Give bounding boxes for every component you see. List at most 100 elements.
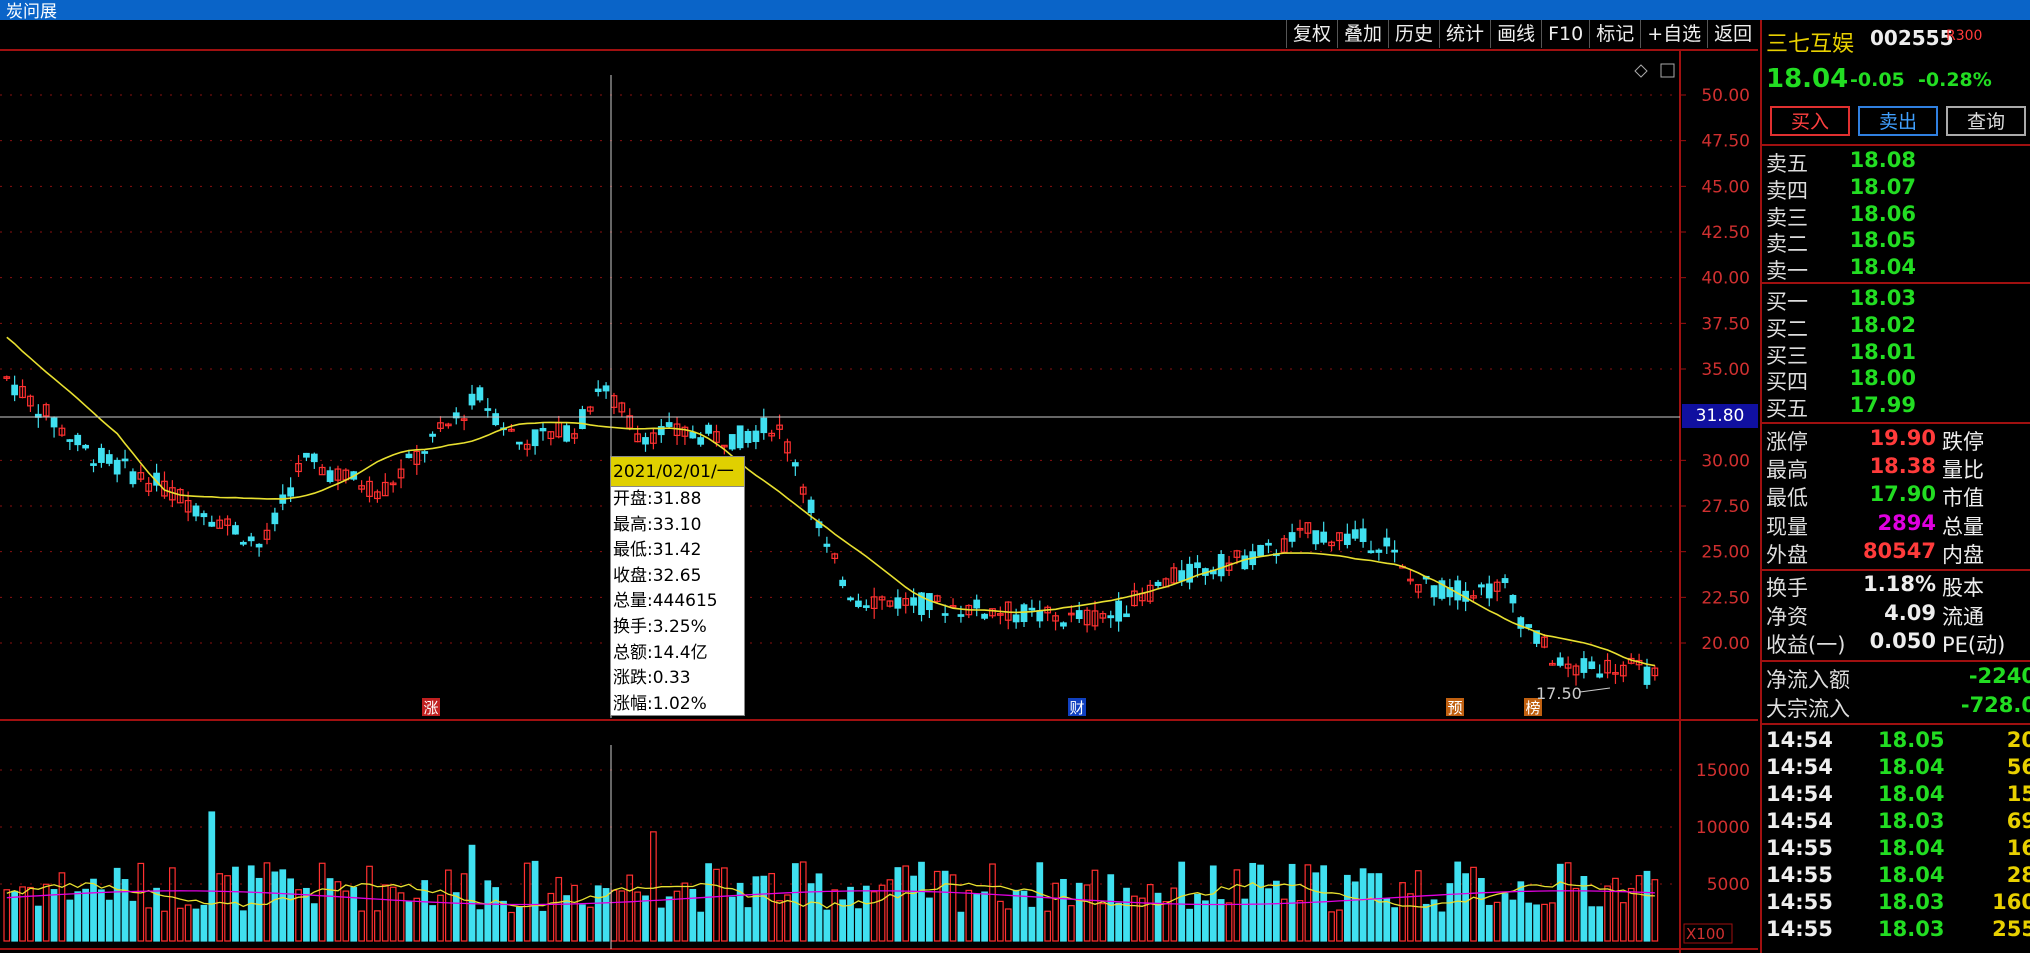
volume-bar xyxy=(1052,882,1059,942)
volume-bar xyxy=(1580,876,1588,942)
candlestick xyxy=(1351,520,1359,541)
diamond-icon[interactable] xyxy=(1634,64,1648,78)
candle-tooltip: 2021/02/01/一 开盘:31.88 最高:33.10 最低:31.42 收盘:… xyxy=(610,456,745,716)
volume-bar xyxy=(1044,910,1052,942)
volume-bar xyxy=(713,868,720,942)
toolbar-button-2[interactable]: 历史 xyxy=(1388,20,1439,48)
event-marker-label[interactable]: 涨 xyxy=(423,699,438,717)
candlestick xyxy=(1028,599,1036,617)
volume-bar xyxy=(910,875,917,942)
volume-ma-line-2 xyxy=(6,890,1655,906)
volume-bar xyxy=(318,862,326,942)
volume-bar xyxy=(1209,865,1217,942)
row-label: 卖二 xyxy=(1766,232,1808,257)
event-marker-label[interactable]: 财 xyxy=(1069,699,1084,717)
volume-bar xyxy=(1391,907,1399,942)
price-axis-label: 42.50 xyxy=(1701,223,1750,243)
row-label: 收益(一) xyxy=(1766,633,1846,657)
candlestick xyxy=(1004,601,1012,630)
ask-row: 卖五 18.08 xyxy=(1766,148,2030,176)
candlestick xyxy=(523,439,531,457)
volume-bar xyxy=(1146,884,1154,942)
candlestick xyxy=(358,480,365,493)
kline-chart[interactable]: 50.00 47.50 45.00 42.50 40.00 37.50 35.00 30.00… xyxy=(0,20,1758,953)
divider xyxy=(1762,422,2030,424)
row-label-2: 市值 xyxy=(1942,486,1984,511)
volume-bar xyxy=(697,911,705,942)
volume-bar xyxy=(484,880,492,942)
volume-bar xyxy=(563,895,571,942)
tick-row: 14:55 18.03 160 xyxy=(1766,890,2030,917)
row-value: 17.90 xyxy=(1869,482,1936,507)
event-marker[interactable] xyxy=(422,698,440,716)
panel-toggle-icon[interactable] xyxy=(1660,63,1675,78)
toolbar-button-6[interactable]: 标记 xyxy=(1589,20,1640,48)
volume-bar xyxy=(1414,870,1422,942)
candlestick xyxy=(82,444,89,451)
row-label: 买四 xyxy=(1766,370,1808,395)
volume-bar xyxy=(1375,873,1383,942)
toolbar-button-0[interactable]: 复权 xyxy=(1286,20,1337,48)
title-bar: 炭问展 xyxy=(0,0,2030,22)
candlestick xyxy=(1438,577,1446,601)
toolbar-button-8[interactable]: 返回 xyxy=(1707,20,1758,48)
candlestick xyxy=(665,412,673,429)
volume-bar xyxy=(113,867,121,942)
candlestick xyxy=(239,540,247,547)
volume-bar xyxy=(295,889,302,942)
candlestick xyxy=(1336,532,1343,551)
divider xyxy=(1762,660,2030,662)
toolbar-button-7[interactable]: +自选 xyxy=(1640,20,1707,48)
volume-bar xyxy=(594,885,602,942)
toolbar-button-5[interactable]: F10 xyxy=(1541,20,1589,48)
candlestick xyxy=(996,606,1004,625)
candlestick xyxy=(200,510,208,526)
event-marker[interactable] xyxy=(1524,698,1542,716)
volume-bar xyxy=(878,884,886,942)
toolbar-button-4[interactable]: 画线 xyxy=(1490,20,1541,48)
volume-bar xyxy=(153,887,160,942)
sell-button[interactable]: 卖出 xyxy=(1858,106,1938,136)
query-button[interactable]: 查询 xyxy=(1946,106,2026,136)
candlestick xyxy=(878,595,886,610)
candlestick xyxy=(831,552,839,564)
candlestick xyxy=(1209,566,1217,580)
candlestick xyxy=(129,468,137,488)
candlestick xyxy=(192,503,200,522)
volume-bar xyxy=(886,879,894,942)
event-marker-label[interactable]: 榜 xyxy=(1525,699,1540,717)
toolbar-button-1[interactable]: 叠加 xyxy=(1337,20,1388,48)
candlestick xyxy=(1580,651,1588,679)
chart-toolbar: 复权 叠加 历史 统计 画线 F10 标记 +自选 返回 xyxy=(1286,20,1758,48)
moving-average-line xyxy=(6,336,1656,667)
candlestick xyxy=(445,422,452,429)
volume-bar xyxy=(239,910,247,942)
candlestick xyxy=(1619,661,1627,683)
divider xyxy=(1762,723,2030,725)
event-marker[interactable] xyxy=(1446,698,1464,716)
candlestick xyxy=(66,438,74,451)
event-marker[interactable] xyxy=(1068,698,1086,716)
candlestick xyxy=(1107,610,1115,628)
candlestick xyxy=(1359,518,1367,548)
volume-bar xyxy=(539,910,547,942)
volume-bar xyxy=(1194,893,1201,942)
volume-bar xyxy=(58,872,66,942)
event-marker-label[interactable]: 预 xyxy=(1447,699,1462,717)
volume-bar xyxy=(862,885,870,942)
volume-bar xyxy=(326,878,334,942)
candlestick xyxy=(531,429,539,455)
price-change: -0.05 xyxy=(1850,69,1905,91)
candlestick xyxy=(437,416,444,433)
price-axis-label: 22.50 xyxy=(1701,588,1750,608)
row-label: 外盘 xyxy=(1766,542,1808,567)
candlestick xyxy=(1194,555,1201,578)
buy-button[interactable]: 买入 xyxy=(1770,106,1850,136)
toolbar-button-3[interactable]: 统计 xyxy=(1439,20,1490,48)
candlestick xyxy=(1541,634,1548,649)
volume-bar xyxy=(839,899,847,942)
candlestick xyxy=(1556,652,1564,668)
volume-bar xyxy=(1493,901,1501,942)
volume-bar xyxy=(1131,895,1138,942)
candlestick xyxy=(586,405,594,415)
